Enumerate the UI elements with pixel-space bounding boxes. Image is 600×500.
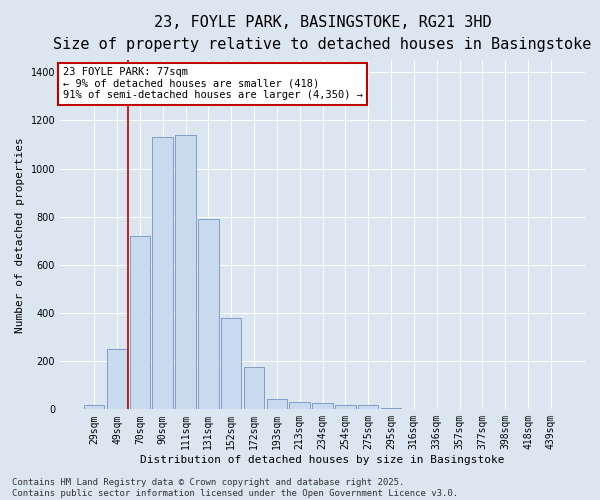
Bar [175, 135, 196, 409]
Bar [130, 236, 150, 410]
Text: 23 FOYLE PARK: 77sqm
← 9% of detached houses are smaller (418)
91% of semi-detac: 23 FOYLE PARK: 77sqm ← 9% of detached ho… [62, 68, 362, 100]
Bar [289, 402, 310, 409]
Bar [381, 408, 401, 410]
Text: Contains HM Land Registry data © Crown copyright and database right 2025.
Contai: Contains HM Land Registry data © Crown c… [12, 478, 458, 498]
Bar [266, 398, 287, 409]
Bar [107, 349, 127, 410]
Bar [312, 404, 333, 409]
Bar [358, 405, 379, 409]
Bar [152, 138, 173, 409]
Y-axis label: Number of detached properties: Number of detached properties [15, 137, 25, 332]
X-axis label: Distribution of detached houses by size in Basingstoke: Distribution of detached houses by size … [140, 455, 505, 465]
Bar [244, 367, 264, 410]
Bar [335, 404, 356, 409]
Title: 23, FOYLE PARK, BASINGSTOKE, RG21 3HD
Size of property relative to detached hous: 23, FOYLE PARK, BASINGSTOKE, RG21 3HD Si… [53, 15, 592, 52]
Bar [84, 405, 104, 409]
Bar [221, 318, 241, 410]
Bar [198, 219, 218, 410]
